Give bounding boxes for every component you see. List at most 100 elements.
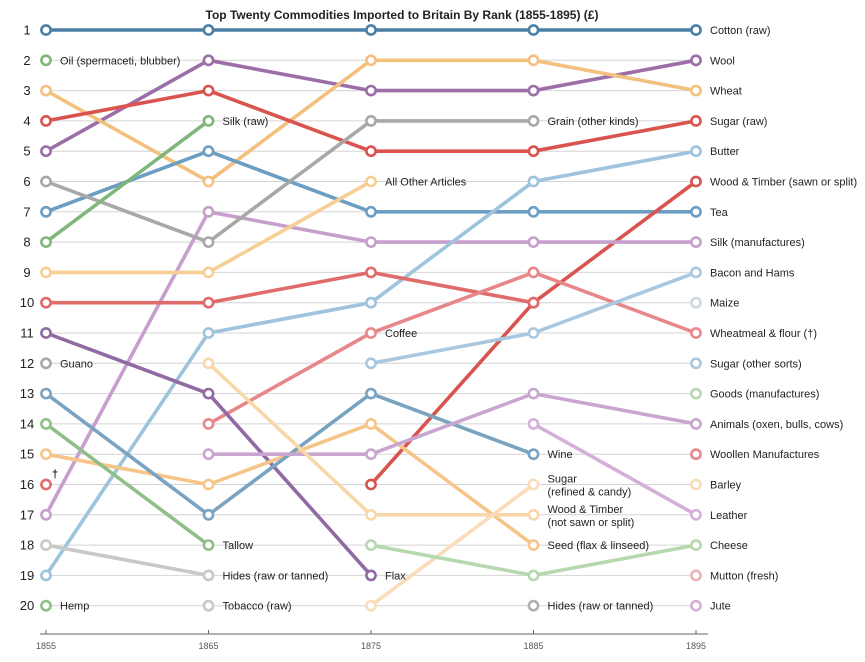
series-marker xyxy=(202,508,215,521)
end-labels: Cotton (raw) Wool Wheat Sugar (raw) Butter Wo… xyxy=(710,25,857,613)
commodity-annotation: Flax xyxy=(385,570,406,582)
end-label: Tea xyxy=(710,207,729,219)
commodity-annotation: Seed (flax & linseed) xyxy=(548,540,650,552)
series-marker xyxy=(40,84,52,97)
series-line xyxy=(44,270,536,305)
end-label: Silk (manufactures) xyxy=(710,237,805,249)
series-marker xyxy=(40,236,52,248)
series-marker xyxy=(365,478,377,491)
rank-tick-label: 12 xyxy=(20,356,34,371)
annotation-line: Tobacco (raw) xyxy=(223,601,292,613)
commodity-annotation: Tobacco (raw) xyxy=(223,601,292,613)
commodity-annotations: Oil (spermaceti, blubber) Guano Hemp † Silk … xyxy=(52,55,653,612)
series-marker xyxy=(202,236,215,248)
annotation-line: Sugar xyxy=(548,474,578,486)
series-marker xyxy=(202,296,215,309)
series-marker xyxy=(40,569,52,582)
series-marker xyxy=(365,175,377,188)
rank-tick-label: 16 xyxy=(20,477,34,492)
series-marker xyxy=(690,478,702,491)
series-marker xyxy=(40,266,52,279)
annotation-line: (refined & candy) xyxy=(548,487,632,499)
series-marker xyxy=(202,266,215,279)
end-label: Cheese xyxy=(710,540,748,552)
series-marker xyxy=(527,205,540,218)
series-marker xyxy=(365,236,377,248)
series-marker xyxy=(690,54,702,67)
series-marker xyxy=(365,296,377,309)
commodity-annotation: Wine xyxy=(548,449,573,461)
series-marker xyxy=(690,84,702,97)
series-marker xyxy=(202,84,215,97)
series-marker xyxy=(690,508,702,521)
annotation-line: Wood & Timber xyxy=(548,504,624,516)
series-marker xyxy=(690,24,702,36)
series-marker xyxy=(40,115,52,127)
series-marker xyxy=(202,327,215,339)
series-marker xyxy=(365,205,377,218)
series-marker xyxy=(40,599,52,612)
annotation-line: Silk (raw) xyxy=(223,116,269,128)
series-marker xyxy=(365,387,377,400)
series-marker xyxy=(40,145,52,158)
end-label: Jute xyxy=(710,601,731,613)
rank-tick-label: 5 xyxy=(23,144,30,159)
commodity-annotation: Tallow xyxy=(223,540,254,552)
series-marker xyxy=(40,357,52,370)
end-label: Butter xyxy=(710,146,740,158)
rank-tick-label: 9 xyxy=(23,265,30,280)
series-marker xyxy=(527,417,540,430)
annotation-line: Wine xyxy=(548,449,573,461)
series-marker xyxy=(40,205,52,218)
series-marker xyxy=(40,24,52,36)
rank-tick-label: 10 xyxy=(20,295,34,310)
series-marker xyxy=(527,508,540,521)
series-marker xyxy=(527,569,540,582)
x-tick-label: 1855 xyxy=(36,641,56,651)
series-marker xyxy=(40,387,52,400)
series-marker xyxy=(690,205,702,218)
x-tick-label: 1875 xyxy=(361,641,381,651)
annotation-line: Tallow xyxy=(223,540,254,552)
series-marker xyxy=(365,327,377,339)
series-marker xyxy=(202,417,215,430)
end-label: Goods (manufactures) xyxy=(710,389,819,401)
rank-tick-label: 19 xyxy=(20,568,34,583)
rank-tick-label: 4 xyxy=(23,113,30,128)
end-label: Leather xyxy=(710,510,748,522)
series-marker xyxy=(202,539,215,551)
series-marker xyxy=(365,145,377,158)
end-label: Maize xyxy=(710,298,739,310)
commodity-annotation: Grain (other kinds) xyxy=(548,116,639,128)
series-marker xyxy=(690,448,702,461)
commodity-annotation: † xyxy=(52,469,58,481)
commodity-annotation: Oil (spermaceti, blubber) xyxy=(60,55,180,67)
annotation-line: Hides (raw or tanned) xyxy=(223,570,329,582)
series-marker xyxy=(202,357,215,370)
series-marker xyxy=(202,599,215,612)
commodity-annotation: Hemp xyxy=(60,601,89,613)
commodity-annotation: Hides (raw or tanned) xyxy=(548,601,654,613)
annotation-line: All Other Articles xyxy=(385,177,467,189)
annotation-line: (not sawn or split) xyxy=(548,517,635,529)
series-marker xyxy=(40,327,52,339)
series-line xyxy=(44,422,211,547)
rank-tick-label: 18 xyxy=(20,538,34,553)
series-marker xyxy=(527,478,540,491)
series-marker xyxy=(690,115,702,127)
end-label: Mutton (fresh) xyxy=(710,570,778,582)
series-marker xyxy=(202,448,215,461)
chart-title: Top Twenty Commodities Imported to Brita… xyxy=(206,8,599,22)
annotation-line: Flax xyxy=(385,570,406,582)
series-marker xyxy=(202,115,215,127)
annotation-line: Guano xyxy=(60,358,93,370)
series-line xyxy=(44,119,211,244)
series-marker xyxy=(527,296,540,309)
series-marker xyxy=(40,539,52,551)
series-marker xyxy=(527,539,540,551)
series-marker xyxy=(690,357,702,370)
series-marker xyxy=(40,175,52,188)
x-tick-label: 1895 xyxy=(686,641,706,651)
end-label: Sugar (raw) xyxy=(710,116,767,128)
